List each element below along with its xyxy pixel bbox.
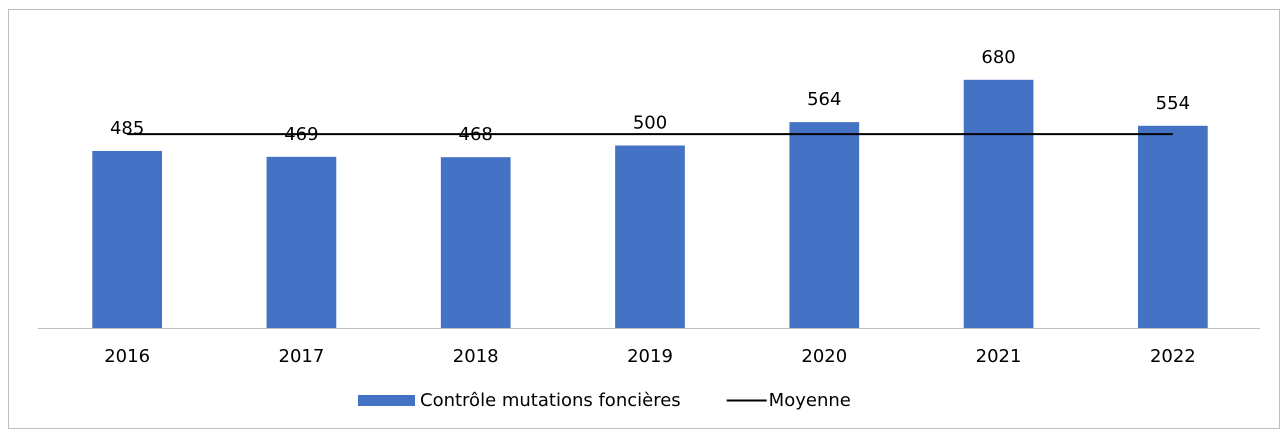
legend-swatch <box>358 395 415 406</box>
x-tick-label: 2018 <box>453 346 499 367</box>
data-label: 680 <box>981 47 1015 68</box>
bar <box>789 122 860 328</box>
bar <box>440 157 511 328</box>
bar <box>1138 125 1208 328</box>
legend-label: Contrôle mutations foncières <box>420 390 681 411</box>
data-label: 554 <box>1156 93 1190 114</box>
x-tick-label: 2020 <box>801 346 847 367</box>
bar <box>963 79 1034 328</box>
legend-label: Moyenne <box>769 390 851 411</box>
data-label: 500 <box>633 113 667 134</box>
data-label: 485 <box>110 118 144 139</box>
chart-frame <box>8 9 1280 429</box>
bar <box>266 156 337 328</box>
data-label: 564 <box>807 89 841 110</box>
x-tick-label: 2017 <box>279 346 325 367</box>
bar <box>92 150 162 328</box>
x-tick-label: 2022 <box>1150 346 1196 367</box>
x-tick-label: 2021 <box>976 346 1022 367</box>
x-tick-label: 2016 <box>104 346 150 367</box>
x-tick-label: 2019 <box>627 346 673 367</box>
bar <box>615 145 685 328</box>
